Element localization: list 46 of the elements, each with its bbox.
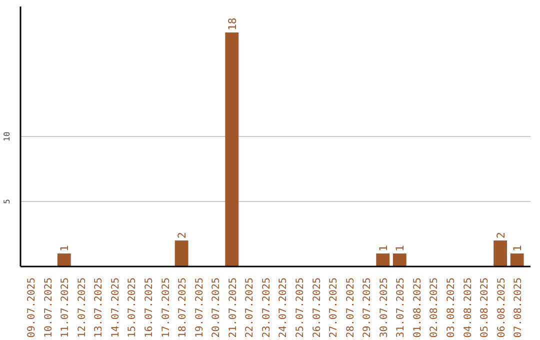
x-tick-label: 25.07.2025 [294, 277, 306, 338]
x-tick-label: 19.07.2025 [194, 277, 206, 338]
x-tick-label: 27.07.2025 [328, 277, 340, 338]
x-tick-label: 01.08.2025 [412, 277, 424, 338]
bar [174, 240, 188, 266]
x-tick-label: 04.08.2025 [462, 277, 474, 338]
x-tick-label: 10.07.2025 [43, 277, 54, 338]
data-label: 1 [376, 245, 390, 252]
bar [494, 240, 508, 266]
x-tick-label: 11.07.2025 [60, 277, 72, 338]
x-tick-label: 17.07.2025 [160, 277, 172, 338]
x-tick-label: 29.07.2025 [362, 277, 374, 338]
data-label: 18 [226, 18, 239, 30]
x-tick-label: 09.07.2025 [26, 277, 38, 338]
x-tick-label: 28.07.2025 [345, 277, 356, 338]
bar [510, 254, 524, 266]
x-tick-label: 13.07.2025 [94, 277, 105, 338]
x-tick-label: 30.07.2025 [378, 277, 390, 338]
x-tick-label: 26.07.2025 [312, 277, 323, 338]
bar [225, 32, 239, 266]
x-tick-label: 07.08.2025 [513, 277, 524, 338]
data-label: 1 [511, 245, 524, 252]
x-tick-label: 03.08.2025 [446, 277, 457, 338]
x-tick-label: 31.07.2025 [396, 277, 407, 338]
x-tick-label: 12.07.2025 [76, 277, 88, 338]
x-tick-label: 16.07.2025 [144, 277, 155, 338]
data-label: 1 [58, 245, 72, 252]
bar [57, 254, 71, 266]
y-tick-label: 10 [2, 132, 12, 142]
x-tick-label: 24.07.2025 [278, 277, 290, 338]
x-tick-label: 06.08.2025 [496, 277, 508, 338]
x-tick-label: 18.07.2025 [178, 277, 189, 338]
x-tick-label: 23.07.2025 [261, 277, 272, 338]
x-tick-label: 22.07.2025 [244, 277, 256, 338]
x-tick-label: 15.07.2025 [127, 277, 138, 338]
bar [376, 254, 390, 266]
bar [392, 254, 406, 266]
x-tick-label: 02.08.2025 [429, 277, 440, 338]
x-tick-label: 05.08.2025 [480, 277, 491, 338]
data-label: 2 [494, 232, 508, 238]
data-label: 2 [176, 232, 189, 238]
data-label: 1 [394, 245, 407, 252]
x-tick-label: 21.07.2025 [228, 277, 239, 338]
y-tick-label: 5 [2, 198, 12, 204]
x-tick-label: 14.07.2025 [110, 277, 122, 338]
x-tick-label: 20.07.2025 [211, 277, 222, 338]
